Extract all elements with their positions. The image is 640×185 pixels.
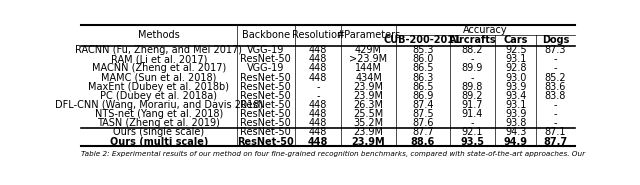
Text: ResNet-50: ResNet-50 [241,91,291,101]
Text: 23.9M: 23.9M [353,91,383,101]
Text: NTS-net (Yang et al. 2018): NTS-net (Yang et al. 2018) [95,109,223,119]
Text: 429M: 429M [355,45,382,55]
Text: 91.7: 91.7 [461,100,483,110]
Text: Ours (multi scale): Ours (multi scale) [109,137,208,147]
Text: 88.6: 88.6 [411,137,435,147]
Text: 92.1: 92.1 [461,127,483,137]
Text: ResNet-50: ResNet-50 [241,54,291,64]
Text: 23.9M: 23.9M [352,137,385,147]
Text: 26.3M: 26.3M [353,100,383,110]
Text: 93.1: 93.1 [505,54,527,64]
Text: -: - [554,54,557,64]
Text: CUB-200-2011: CUB-200-2011 [384,36,461,46]
Text: 86.5: 86.5 [412,82,434,92]
Text: 93.0: 93.0 [505,73,527,83]
Text: Methods: Methods [138,30,180,40]
Text: 93.8: 93.8 [505,118,527,128]
Text: 448: 448 [308,73,327,83]
Text: 87.4: 87.4 [412,100,434,110]
Text: 23.9M: 23.9M [353,82,383,92]
Text: 93.4: 93.4 [505,91,527,101]
Text: MACNN (Zheng et al. 2017): MACNN (Zheng et al. 2017) [92,63,226,73]
Text: 85.2: 85.2 [545,73,566,83]
Text: 88.2: 88.2 [461,45,483,55]
Text: TASN (Zheng et al. 2019): TASN (Zheng et al. 2019) [97,118,220,128]
Text: -: - [554,118,557,128]
Text: -: - [471,54,474,64]
Text: MaxEnt (Dubey et al. 2018b): MaxEnt (Dubey et al. 2018b) [88,82,229,92]
Text: -: - [554,109,557,119]
Text: ResNet-50: ResNet-50 [237,137,294,147]
Text: DFL-CNN (Wang, Morariu, and Davis 2018): DFL-CNN (Wang, Morariu, and Davis 2018) [55,100,263,110]
Text: -: - [316,91,319,101]
Text: 448: 448 [308,45,327,55]
Text: 86.9: 86.9 [412,91,433,101]
Text: #Parameters: #Parameters [337,30,401,40]
Text: 93.9: 93.9 [505,82,527,92]
Text: ResNet-50: ResNet-50 [241,127,291,137]
Text: Table 2: Experimental results of our method on four fine-grained recognition ben: Table 2: Experimental results of our met… [81,150,585,157]
Text: 85.3: 85.3 [412,45,434,55]
Text: VGG-19: VGG-19 [247,45,284,55]
Text: Aircrafts: Aircrafts [449,36,496,46]
Text: 448: 448 [308,109,327,119]
Text: 94.3: 94.3 [505,127,527,137]
Text: 86.3: 86.3 [412,73,433,83]
Text: VGG-19: VGG-19 [247,63,284,73]
Text: 94.9: 94.9 [504,137,528,147]
Text: MAMC (Sun et al. 2018): MAMC (Sun et al. 2018) [101,73,216,83]
Text: 434M: 434M [355,73,382,83]
Text: ResNet-50: ResNet-50 [241,82,291,92]
Text: >23.9M: >23.9M [349,54,388,64]
Text: 91.4: 91.4 [462,109,483,119]
Text: 87.5: 87.5 [412,109,434,119]
Text: 89.2: 89.2 [461,91,483,101]
Text: Backbone: Backbone [242,30,290,40]
Text: RAM (Li et al. 2017): RAM (Li et al. 2017) [111,54,207,64]
Text: Ours (single scale): Ours (single scale) [113,127,204,137]
Text: ResNet-50: ResNet-50 [241,109,291,119]
Text: 92.8: 92.8 [505,63,527,73]
Text: PC (Dubey et al. 2018a): PC (Dubey et al. 2018a) [100,91,218,101]
Text: Resolution: Resolution [292,30,344,40]
Text: 87.7: 87.7 [412,127,434,137]
Text: 144M: 144M [355,63,382,73]
Text: 87.1: 87.1 [545,127,566,137]
Text: 83.8: 83.8 [545,91,566,101]
Text: Cars: Cars [504,36,528,46]
Text: 448: 448 [308,100,327,110]
Text: ResNet-50: ResNet-50 [241,118,291,128]
Text: 83.6: 83.6 [545,82,566,92]
Text: 448: 448 [308,118,327,128]
Text: 35.2M: 35.2M [353,118,383,128]
Text: -: - [471,73,474,83]
Text: 87.7: 87.7 [543,137,568,147]
Text: RACNN (Fu, Zheng, and Mei 2017): RACNN (Fu, Zheng, and Mei 2017) [76,45,243,55]
Text: 87.6: 87.6 [412,118,434,128]
Text: 25.5M: 25.5M [353,109,383,119]
Text: Accuracy: Accuracy [463,25,508,35]
Text: 87.3: 87.3 [545,45,566,55]
Text: 23.9M: 23.9M [353,127,383,137]
Text: 448: 448 [308,137,328,147]
Text: 86.5: 86.5 [412,63,434,73]
Text: 89.8: 89.8 [462,82,483,92]
Text: 86.0: 86.0 [412,54,433,64]
Text: 448: 448 [308,127,327,137]
Text: 93.1: 93.1 [505,100,527,110]
Text: -: - [316,82,319,92]
Text: 92.5: 92.5 [505,45,527,55]
Text: 93.9: 93.9 [505,109,527,119]
Text: -: - [471,118,474,128]
Text: ResNet-50: ResNet-50 [241,100,291,110]
Text: -: - [554,100,557,110]
Text: 448: 448 [308,63,327,73]
Text: 89.9: 89.9 [462,63,483,73]
Text: ResNet-50: ResNet-50 [241,73,291,83]
Text: Dogs: Dogs [542,36,569,46]
Text: 93.5: 93.5 [461,137,484,147]
Text: -: - [554,63,557,73]
Text: 448: 448 [308,54,327,64]
